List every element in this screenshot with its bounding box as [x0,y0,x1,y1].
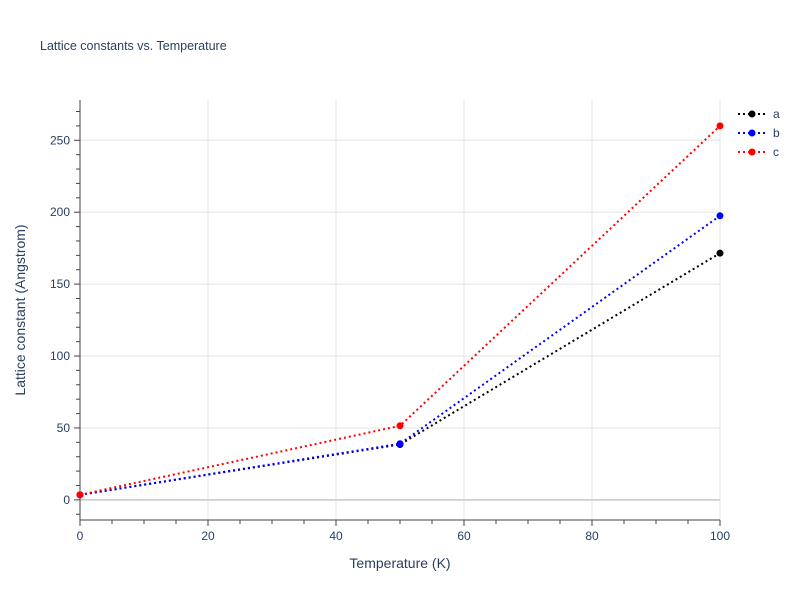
x-axis-label: Temperature (K) [349,555,450,571]
series-line-a [79,252,721,496]
legend-item-b[interactable]: b [738,126,780,140]
grid [80,100,721,520]
legend-label: c [773,145,779,159]
legend-swatch-marker [748,148,756,156]
legend-label: b [773,126,780,140]
data-point-c [396,422,404,430]
legend-item-a[interactable]: a [738,107,780,121]
legend-label: a [773,107,780,121]
y-axis-label: Lattice constant (Angstrom) [12,224,28,395]
y-tick-label: 200 [50,205,70,219]
data-point-c [76,491,84,499]
legend[interactable]: abc [738,107,780,159]
x-tick-label: 40 [329,529,343,543]
y-tick-label: 150 [50,277,70,291]
data-point-a [716,249,724,257]
y-tick-label: 50 [57,421,71,435]
y-tick-label: 0 [63,493,70,507]
series-line-b [79,214,721,496]
x-tick-label: 20 [201,529,215,543]
data-point-c [716,122,724,130]
axes: 0 20 40 60 80 100 0 50 100 150 200 250 [50,100,730,543]
data-point-b [716,212,724,220]
chart-title: Lattice constants vs. Temperature [40,39,227,53]
x-tick-label: 80 [585,529,599,543]
y-tick-label: 100 [50,349,70,363]
x-tick-label: 60 [457,529,471,543]
legend-item-c[interactable]: c [738,145,779,159]
legend-swatch-marker [748,129,756,137]
legend-swatch-marker [748,110,756,118]
x-tick-label: 100 [710,529,730,543]
y-tick-label: 250 [50,133,70,147]
data-point-b [396,440,404,448]
x-tick-label: 0 [77,529,84,543]
series-layer [76,122,724,499]
